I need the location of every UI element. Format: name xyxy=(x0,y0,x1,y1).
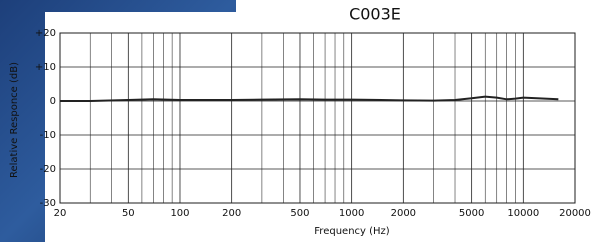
y-tick-label: +10 xyxy=(35,62,56,73)
x-tick-label: 1000 xyxy=(339,208,364,219)
x-tick-label: 50 xyxy=(122,208,135,219)
y-tick-label: +20 xyxy=(35,28,56,39)
x-axis-label: Frequency (Hz) xyxy=(314,226,390,237)
y-tick-label: 0 xyxy=(50,96,56,107)
x-tick-label: 10000 xyxy=(507,208,539,219)
y-axis-label: Relative Responce (dB) xyxy=(9,62,20,178)
x-tick-label: 100 xyxy=(170,208,189,219)
x-tick-label: 2000 xyxy=(391,208,416,219)
y-tick-label: -30 xyxy=(40,198,56,209)
plot-area xyxy=(60,33,575,203)
x-tick-label: 5000 xyxy=(459,208,484,219)
x-tick-label: 500 xyxy=(290,208,309,219)
y-tick-label: -10 xyxy=(40,130,56,141)
y-tick-label: -20 xyxy=(40,164,56,175)
chart: C003E Frequency (Hz) Relative Responce (… xyxy=(0,0,593,242)
x-tick-label: 20 xyxy=(54,208,67,219)
chart-title: C003E xyxy=(349,5,401,24)
x-tick-label: 200 xyxy=(222,208,241,219)
x-tick-label: 20000 xyxy=(559,208,591,219)
